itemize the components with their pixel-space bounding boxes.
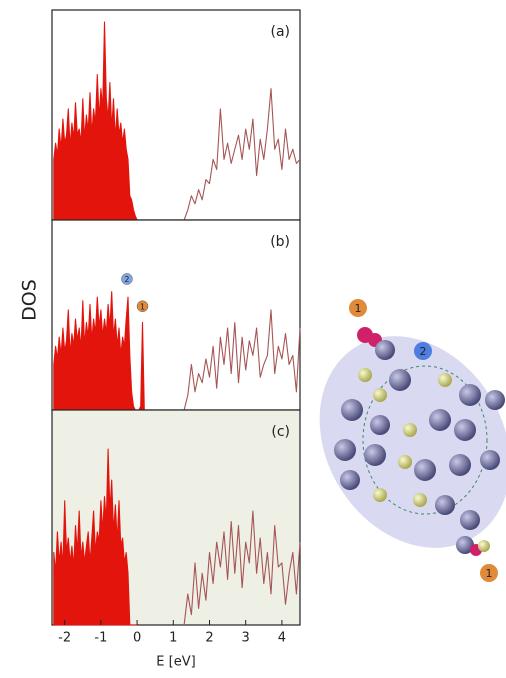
x-tick-label: -2 [58, 631, 71, 646]
structure-labels: 1 2 1 [349, 299, 498, 582]
annotation-badge [121, 273, 133, 285]
dos-plots: (a) (b) 2 1 DOS (c) -2 -1 0 1 2 3 4 E [eV] [19, 9, 301, 670]
panel-label: (c) [271, 424, 290, 440]
annotation-badge [136, 300, 149, 313]
x-tick-label: 0 [133, 631, 141, 646]
dos-line [183, 309, 301, 411]
annotation-text: 2 [124, 275, 129, 284]
molecule-structure: 1 2 1 [319, 299, 506, 582]
dos-line [183, 88, 301, 221]
dos-area [53, 291, 145, 411]
x-axis-label: E [eV] [156, 655, 195, 670]
structure-label: 2 [420, 345, 427, 358]
structure-badge [349, 299, 367, 317]
dos-area [53, 448, 138, 626]
x-tick-label: 4 [278, 631, 286, 646]
structure-label: 1 [486, 567, 493, 580]
structure-badge [480, 564, 498, 582]
dos-line [183, 510, 301, 626]
atoms [334, 327, 505, 556]
structure-badge [414, 342, 432, 360]
annotation-text: 1 [140, 302, 145, 311]
dos-area [53, 21, 138, 221]
x-tick-label: -1 [94, 631, 107, 646]
panel-label: (b) [270, 234, 290, 250]
x-tick-label: 3 [242, 631, 250, 646]
x-tick-label: 1 [169, 631, 177, 646]
structure-label: 1 [355, 302, 362, 315]
panel-label: (a) [270, 24, 290, 40]
y-axis-label: DOS [19, 279, 41, 321]
dashed-ring [362, 365, 488, 515]
x-tick-label: 2 [205, 631, 213, 646]
